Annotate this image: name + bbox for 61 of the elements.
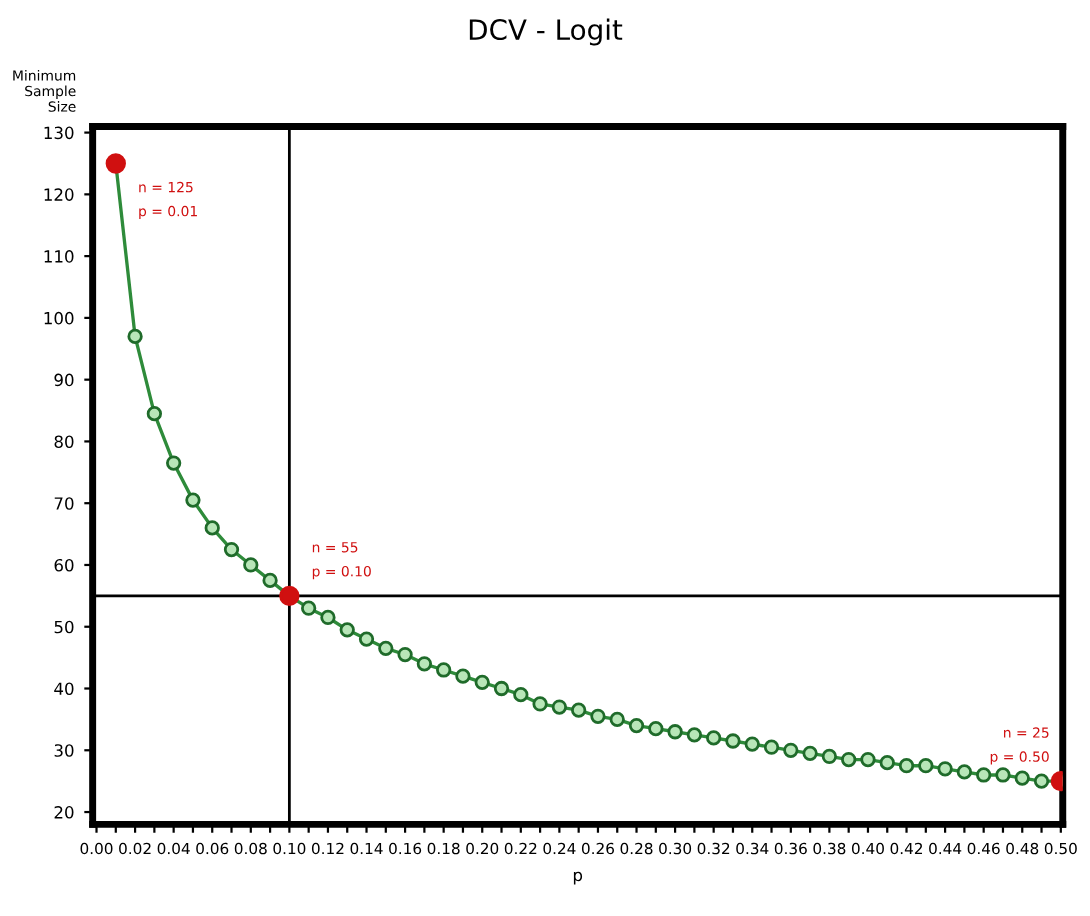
point — [339, 622, 355, 638]
y-tick-label: 130 — [44, 126, 74, 140]
point — [243, 557, 259, 573]
y-tick-label: 70 — [54, 497, 74, 510]
point — [571, 702, 587, 718]
point — [358, 631, 375, 647]
point — [551, 699, 568, 715]
point — [686, 727, 703, 743]
point — [802, 745, 818, 762]
point — [918, 758, 934, 774]
point — [628, 717, 645, 734]
point — [609, 711, 625, 728]
point — [995, 767, 1011, 783]
point — [185, 492, 201, 508]
point — [166, 455, 182, 471]
y-tick-label: 90 — [54, 373, 74, 387]
point — [204, 520, 220, 536]
point — [127, 328, 143, 345]
point — [590, 708, 606, 724]
y-tick-label: 80 — [54, 435, 74, 448]
point — [706, 730, 722, 746]
point — [860, 751, 876, 768]
y-tick-label: 60 — [54, 558, 74, 572]
point — [320, 609, 336, 626]
point — [725, 733, 741, 749]
point — [397, 646, 413, 663]
point — [513, 687, 529, 703]
point — [976, 767, 992, 783]
point — [532, 696, 548, 712]
point — [667, 724, 683, 740]
point — [937, 761, 953, 777]
point — [378, 640, 394, 656]
point — [783, 742, 799, 758]
point — [821, 748, 838, 765]
y-tick-label: 120 — [44, 188, 74, 201]
y-tick-label: 20 — [54, 806, 74, 819]
y-tick-label: 100 — [44, 311, 74, 325]
point — [301, 600, 317, 616]
point — [474, 674, 490, 690]
chart-title: DCV - Logit — [469, 18, 623, 46]
point — [146, 406, 163, 422]
y-tick-label: 40 — [54, 682, 74, 696]
point — [1033, 773, 1050, 789]
y-tick-label: 30 — [54, 744, 74, 757]
y-tick-label: 50 — [54, 620, 74, 634]
point — [1014, 770, 1030, 786]
point — [455, 668, 471, 684]
point — [744, 736, 760, 752]
x-axis-title: p — [573, 871, 583, 885]
point — [262, 572, 278, 589]
point — [956, 764, 973, 780]
point — [223, 541, 240, 558]
point — [436, 662, 452, 678]
point — [648, 721, 664, 737]
point — [493, 680, 510, 697]
point — [416, 656, 433, 672]
point — [879, 754, 895, 771]
point — [898, 758, 915, 774]
y-tick-label: 110 — [44, 250, 74, 263]
point — [763, 739, 780, 755]
point — [841, 751, 857, 768]
